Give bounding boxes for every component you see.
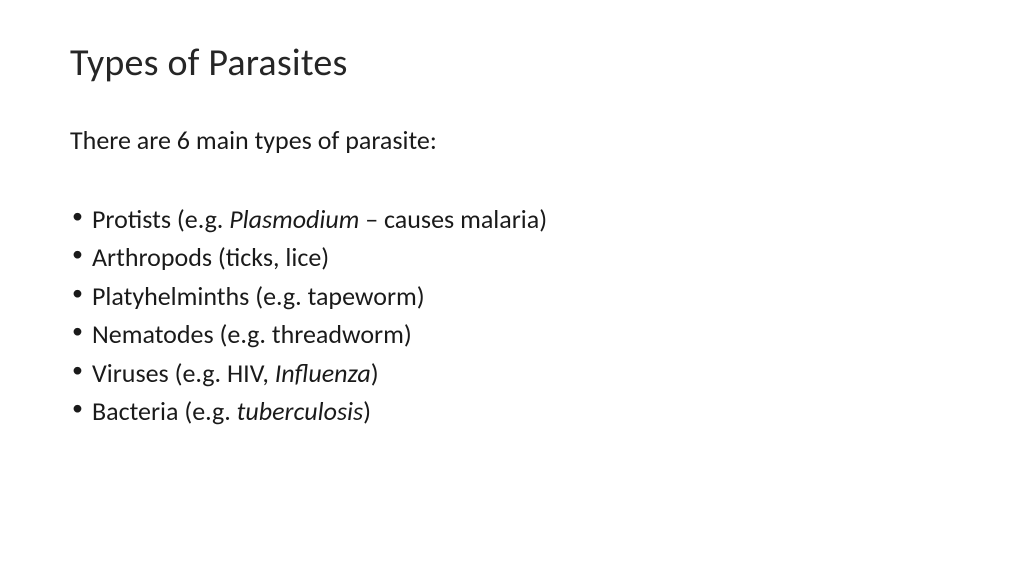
bullet-prefix: Bacteria (e.g. [92, 395, 237, 427]
list-item: Nematodes (e.g. threadworm) [70, 315, 954, 353]
bullet-italic: Influenza [275, 357, 371, 389]
bullet-prefix: Protists (e.g. [92, 203, 229, 235]
bullet-prefix: Arthropods (ticks, lice) [92, 241, 329, 273]
bullet-italic: Plasmodium [229, 203, 359, 235]
list-item: Protists (e.g. Plasmodium – causes malar… [70, 200, 954, 238]
list-item: Viruses (e.g. HIV, Influenza) [70, 354, 954, 392]
bullet-prefix: Viruses (e.g. HIV, [92, 357, 275, 389]
bullet-suffix: ) [363, 395, 371, 427]
slide-title: Types of Parasites [70, 40, 954, 86]
bullet-italic: tuberculosis [237, 395, 363, 427]
slide-intro: There are 6 main types of parasite: [70, 124, 954, 156]
bullet-suffix: – causes malaria) [359, 203, 547, 235]
bullet-prefix: Nematodes (e.g. threadworm) [92, 318, 412, 350]
bullet-prefix: Platyhelminths (e.g. tapeworm) [92, 280, 425, 312]
list-item: Bacteria (e.g. tuberculosis) [70, 392, 954, 430]
bullet-suffix: ) [371, 357, 379, 389]
list-item: Arthropods (ticks, lice) [70, 238, 954, 276]
bullet-list: Protists (e.g. Plasmodium – causes malar… [70, 200, 954, 431]
list-item: Platyhelminths (e.g. tapeworm) [70, 277, 954, 315]
